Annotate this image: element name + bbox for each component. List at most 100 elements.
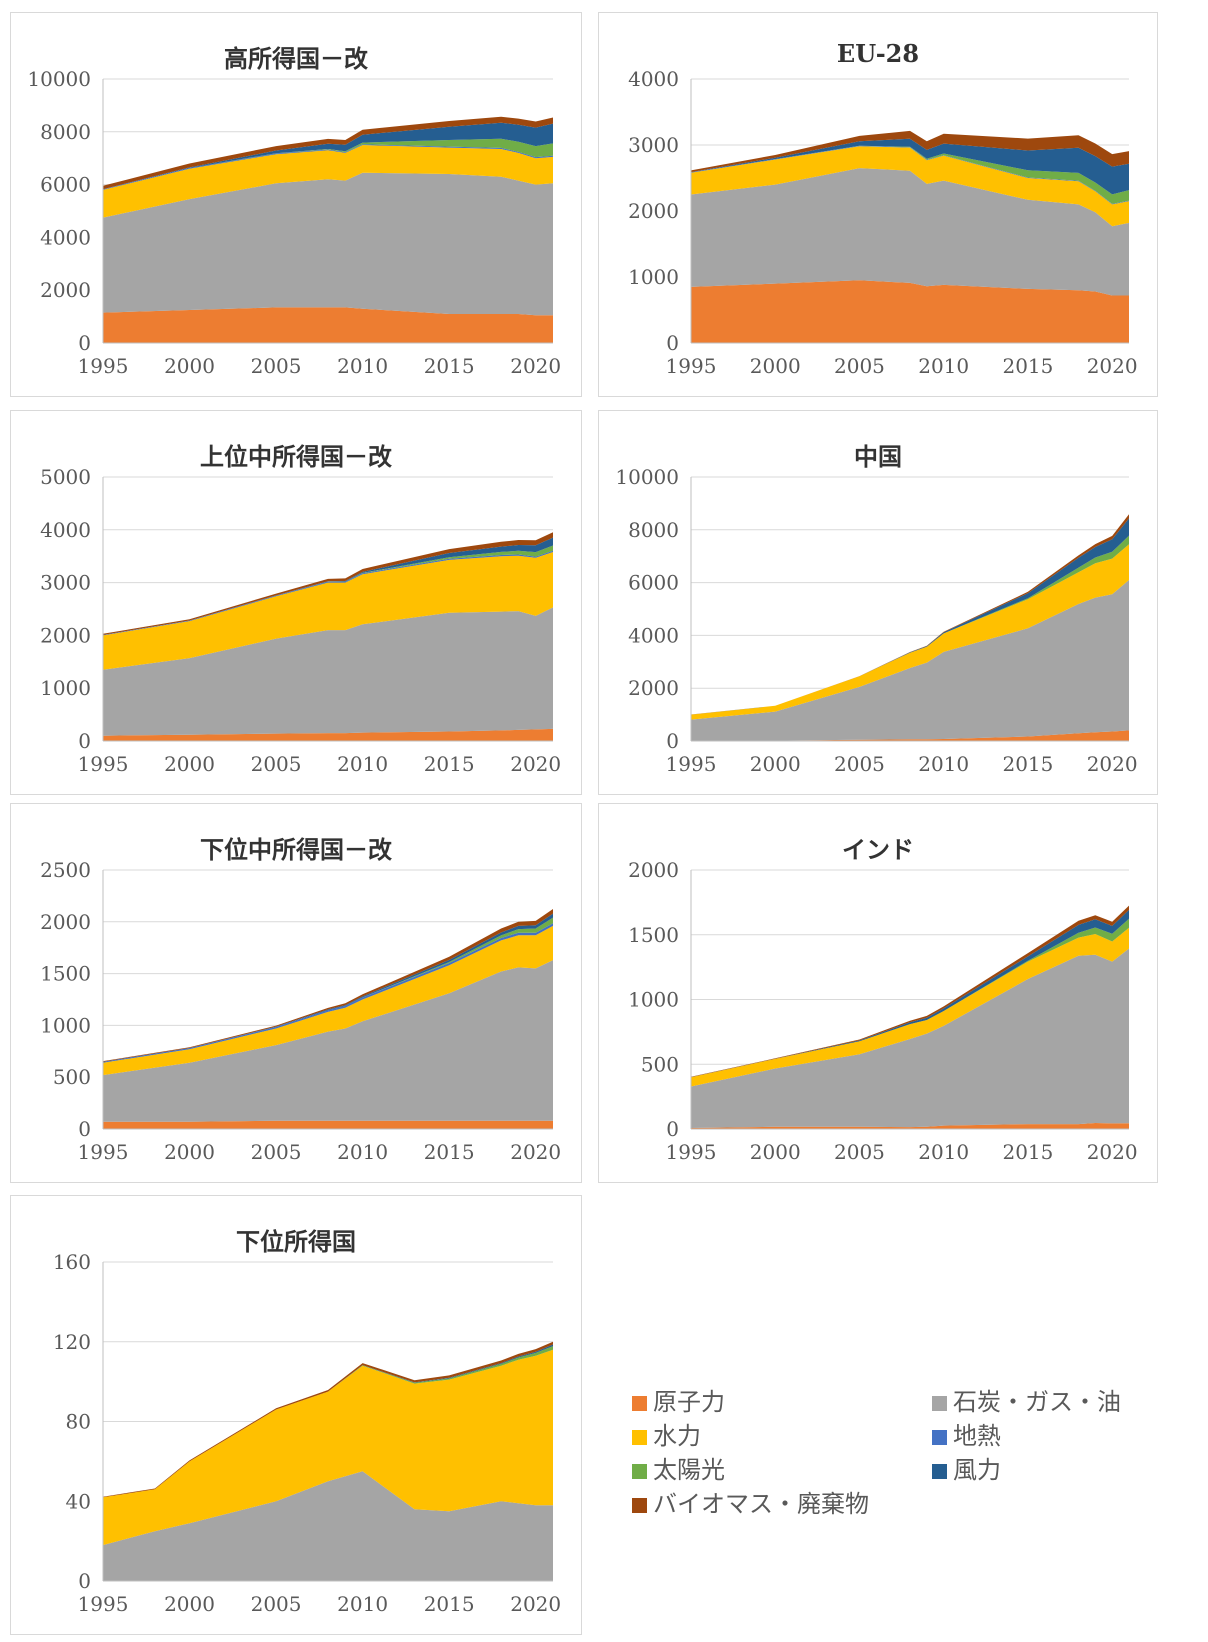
y-tick-label: 500 <box>53 1065 91 1089</box>
legend-item-fossil: 石炭・ガス・油 <box>932 1382 1121 1417</box>
y-tick-label: 1000 <box>40 1013 91 1037</box>
chart-title: インド <box>842 835 914 864</box>
y-tick-label: 0 <box>666 331 679 355</box>
y-tick-label: 2000 <box>628 199 679 223</box>
x-tick-label: 2020 <box>510 752 561 776</box>
legend-label: 原子力 <box>653 1388 725 1416</box>
x-tick-label: 2005 <box>834 752 885 776</box>
legend-swatch-hydro <box>632 1430 647 1445</box>
chart-title: 高所得国－改 <box>224 44 368 73</box>
chart-svg: 0 2000 4000 6000 8000 10000 1995 2000 2005 2010 20… <box>615 465 1138 776</box>
y-tick-label: 2000 <box>628 858 679 882</box>
chart-panel-india: インド 0 500 1000 1500 2000 1995 2000 2005 2010 2015… <box>598 803 1158 1183</box>
y-tick-label: 10000 <box>27 67 91 91</box>
chart-panel-low-income: 下位所得国 0 40 80 120 160 1995 2000 2005 2010 2015 202… <box>10 1195 582 1635</box>
x-tick-label: 2010 <box>918 354 969 378</box>
legend-item-wind: 風力 <box>932 1450 1001 1485</box>
chart-panel-upper-middle-income: 上位中所得国－改 0 1000 2000 3000 4000 5000 1995 2000 20… <box>10 410 582 795</box>
legend-label: 地熱 <box>953 1422 1001 1450</box>
x-tick-label: 2020 <box>510 1140 561 1164</box>
area-series-nuclear <box>103 307 553 343</box>
area-series-hydro <box>103 145 553 218</box>
area-series-solar <box>103 545 553 635</box>
y-tick-label: 0 <box>666 1117 679 1141</box>
area-series-hydro <box>103 1349 553 1546</box>
y-tick-label: 1500 <box>40 962 91 986</box>
x-tick-label: 2010 <box>337 752 388 776</box>
y-tick-label: 10000 <box>615 465 679 489</box>
legend-swatch-nuclear <box>632 1396 647 1411</box>
y-tick-label: 1500 <box>628 923 679 947</box>
chart-title: 下位所得国 <box>236 1227 356 1256</box>
x-tick-label: 1995 <box>666 354 717 378</box>
x-tick-label: 2000 <box>750 752 801 776</box>
area-series-hydro <box>691 146 1129 227</box>
area-series-nuclear <box>103 728 553 741</box>
x-tick-label: 2015 <box>1002 752 1053 776</box>
area-series-hydro <box>691 927 1129 1087</box>
x-tick-label: 2020 <box>1087 354 1138 378</box>
y-tick-label: 2000 <box>40 623 91 647</box>
y-tick-label: 8000 <box>40 120 91 144</box>
x-tick-label: 2010 <box>337 1140 388 1164</box>
y-tick-label: 1000 <box>628 988 679 1012</box>
y-tick-label: 0 <box>78 1117 91 1141</box>
y-tick-label: 0 <box>78 331 91 355</box>
legend-label: 風力 <box>953 1456 1001 1484</box>
x-tick-label: 2010 <box>337 354 388 378</box>
y-tick-label: 0 <box>78 1569 91 1593</box>
y-tick-label: 2000 <box>40 910 91 934</box>
chart-panel-high-income: 高所得国－改 0 2000 4000 6000 8000 10000 1995 2000 200… <box>10 12 582 397</box>
area-series-fossil <box>691 948 1129 1128</box>
y-tick-label: 160 <box>53 1250 91 1274</box>
x-tick-label: 2000 <box>164 1140 215 1164</box>
area-series-solar <box>103 138 553 190</box>
area-series-fossil <box>103 172 553 316</box>
area-series-wind <box>691 138 1129 195</box>
chart-title: 中国 <box>854 442 902 471</box>
area-series-nuclear <box>103 1120 553 1129</box>
area-series-solar <box>691 145 1129 204</box>
y-tick-label: 3000 <box>628 133 679 157</box>
chart-svg: 0 1000 2000 3000 4000 1995 2000 2005 2010 2015 202… <box>628 67 1138 378</box>
chart-svg: 0 500 1000 1500 2000 1995 2000 2005 2010 2015 2020 <box>628 858 1138 1164</box>
x-tick-label: 2020 <box>510 1592 561 1616</box>
chart-svg: 0 2000 4000 6000 8000 10000 1995 2000 2005 2010 20… <box>27 67 561 378</box>
area-series-hydro <box>103 925 553 1076</box>
x-tick-label: 2010 <box>918 1140 969 1164</box>
legend-item-nuclear: 原子力 <box>632 1382 725 1417</box>
area-series-wind <box>103 537 553 635</box>
legend-item-geothermal: 地熱 <box>932 1416 1001 1451</box>
legend-swatch-bio <box>632 1498 647 1513</box>
chart-svg: 0 40 80 120 160 1995 2000 2005 2010 2015 2020 <box>53 1250 561 1616</box>
y-tick-label: 6000 <box>628 571 679 595</box>
y-tick-label: 1000 <box>628 265 679 289</box>
y-tick-label: 2500 <box>40 858 91 882</box>
x-tick-label: 2005 <box>251 1140 302 1164</box>
chart-panel-china: 中国 0 2000 4000 6000 8000 10000 1995 2000 2005 201… <box>598 410 1158 795</box>
x-tick-label: 2015 <box>424 1592 475 1616</box>
legend-label: 太陽光 <box>653 1456 725 1484</box>
area-series-solar <box>691 918 1129 1078</box>
x-tick-label: 2000 <box>164 752 215 776</box>
y-tick-label: 2000 <box>628 676 679 700</box>
y-tick-label: 4000 <box>40 225 91 249</box>
y-tick-label: 0 <box>78 729 91 753</box>
y-tick-label: 120 <box>53 1330 91 1354</box>
legend-swatch-wind <box>932 1464 947 1479</box>
area-series-hydro <box>103 552 553 670</box>
x-tick-label: 2015 <box>1002 1140 1053 1164</box>
x-tick-label: 2015 <box>424 1140 475 1164</box>
x-tick-label: 2010 <box>918 752 969 776</box>
x-tick-label: 2005 <box>251 354 302 378</box>
legend-item-hydro: 水力 <box>632 1416 701 1451</box>
legend-label: 水力 <box>653 1422 701 1450</box>
x-tick-label: 2005 <box>251 752 302 776</box>
y-tick-label: 6000 <box>40 173 91 197</box>
chart-svg: 0 1000 2000 3000 4000 5000 1995 2000 2005 2010 201… <box>40 465 561 776</box>
y-tick-label: 500 <box>641 1052 679 1076</box>
x-tick-label: 2015 <box>1002 354 1053 378</box>
x-tick-label: 2000 <box>164 1592 215 1616</box>
area-series-fossil <box>103 607 553 736</box>
x-tick-label: 2020 <box>1087 752 1138 776</box>
